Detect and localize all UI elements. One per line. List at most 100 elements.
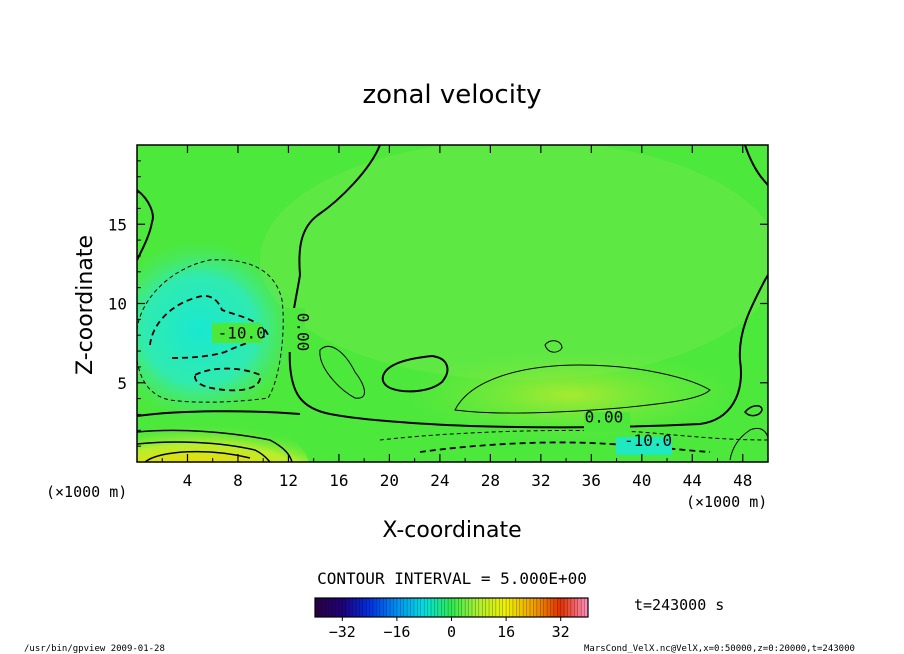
colorbar-segment: [410, 598, 415, 617]
contour-label: -10.0: [624, 431, 672, 450]
contour-positive-thin-3: [544, 340, 563, 353]
colorbar-tick-label: −16: [383, 623, 410, 641]
colorbar-segment: [342, 598, 347, 617]
x-tick-label: 48: [733, 471, 752, 490]
x-tick-label: 24: [430, 471, 449, 490]
colorbar-segment: [512, 598, 517, 617]
contour-label-bg-4: [616, 437, 672, 455]
colorbar-segment: [328, 598, 333, 617]
colorbar-segment: [550, 598, 555, 617]
contour-label-layer: [212, 308, 672, 455]
y-tick-label: 15: [108, 215, 127, 234]
contour-zero-small: [744, 405, 763, 417]
y-axis-label: Z-coordinate: [73, 235, 98, 375]
colorbar-segment: [417, 598, 422, 617]
colorbar-segment: [400, 598, 405, 617]
colorbar-segment: [376, 598, 381, 617]
contour-pos15-bottom: [144, 450, 251, 462]
contour-label-bg-2: [285, 308, 305, 352]
colorbar-segment: [413, 598, 418, 617]
plot-area: [137, 145, 768, 462]
colorbar-segment: [332, 598, 336, 617]
colorbar-segment: [581, 598, 585, 617]
negative-region-left: [137, 240, 295, 420]
colorbar-segment: [553, 598, 558, 617]
colorbar-tick-label: 0: [447, 623, 456, 641]
colorbar-segment: [420, 598, 425, 617]
colorbar-segment: [489, 598, 493, 617]
positive-region-mid: [400, 350, 740, 440]
colorbar-segment: [362, 598, 367, 617]
contour-positive-thin-1: [319, 345, 365, 399]
colorbar-segment: [564, 598, 568, 617]
colorbar-segment: [529, 598, 534, 617]
colorbar-segment: [458, 598, 463, 617]
colorbar-segment: [434, 598, 439, 617]
colorbar-segment: [485, 598, 490, 617]
colorbar-segment: [427, 598, 432, 617]
x-tick-label: 32: [531, 471, 550, 490]
colorbar-tick-label: −32: [329, 623, 356, 641]
contour-positive-thin-2: [454, 364, 711, 414]
colorbar-segment: [315, 598, 319, 617]
colorbar-segment: [567, 598, 572, 617]
contour-zero-island: [381, 354, 449, 393]
colorbar-segment: [431, 598, 435, 617]
colorbar-segment: [393, 598, 398, 617]
colorbar-segment: [482, 598, 487, 617]
colorbar-segment: [543, 598, 548, 617]
colorbar-ticks: −32 −16 0 16 32: [329, 617, 570, 641]
contour-label-bg-3: [584, 412, 630, 432]
colorbar-segment: [325, 598, 330, 617]
colorbar-segment: [437, 598, 442, 617]
contour-interval: CONTOUR INTERVAL = 5.000E+00: [317, 569, 587, 588]
x-tick-label: 36: [582, 471, 601, 490]
time-label: t=243000 s: [634, 596, 724, 614]
colorbar-tick-label: 32: [552, 623, 570, 641]
y-tick-label: 5: [117, 374, 127, 393]
contour-neg10-bottom: [419, 441, 711, 453]
colorbar-segment: [465, 598, 469, 617]
colorbar-segment: [369, 598, 374, 617]
colorbar-segment: [345, 598, 350, 617]
footer-left: /usr/bin/gpview 2009-01-28: [24, 644, 165, 654]
contour-labels: -10.0 0.000.00-10.0: [218, 313, 673, 450]
x-tick-label: 20: [380, 471, 399, 490]
colorbar-segment: [506, 598, 510, 617]
x-axis-unit-right: (×1000 m): [686, 493, 767, 511]
colorbar-segment: [366, 598, 370, 617]
contour-neg10-left: [149, 295, 270, 359]
contour-zero-main: [288, 145, 768, 429]
colorbar-segment: [335, 598, 340, 617]
colorbar-segment: [557, 598, 562, 617]
colorbar-segment: [499, 598, 504, 617]
chart-title: zonal velocity: [362, 80, 541, 110]
colorbar-segment: [523, 598, 527, 617]
contour-zero-left-top: [137, 189, 154, 261]
colorbar-segment: [386, 598, 391, 617]
colorbar-tick-label: 16: [497, 623, 515, 641]
x-tick-label: 28: [481, 471, 500, 490]
colorbar-segment: [560, 598, 565, 617]
colorbar-segment: [478, 598, 483, 617]
colorbar-segment: [547, 598, 551, 617]
colorbar-segment: [540, 598, 545, 617]
contour-label: -10.0: [218, 323, 266, 342]
colorbar-segment: [355, 598, 360, 617]
colorbar-segment: [390, 598, 394, 617]
colorbar-segment: [577, 598, 582, 617]
colorbar-segment: [475, 598, 480, 617]
upper-light-region: [260, 145, 768, 380]
x-tick-label: 8: [233, 471, 243, 490]
colorbar-segment: [570, 598, 575, 617]
colorbar-segment: [338, 598, 343, 617]
y-tick-label: 10: [108, 295, 127, 314]
colorbar-segment: [454, 598, 459, 617]
colorbar-segment: [574, 598, 579, 617]
contour-zero-right-top: [744, 145, 768, 186]
colorbar-segment: [441, 598, 446, 617]
colorbar-segment: [461, 598, 466, 617]
colorbar: [314, 597, 589, 618]
contour-neg5-left: [137, 259, 284, 403]
